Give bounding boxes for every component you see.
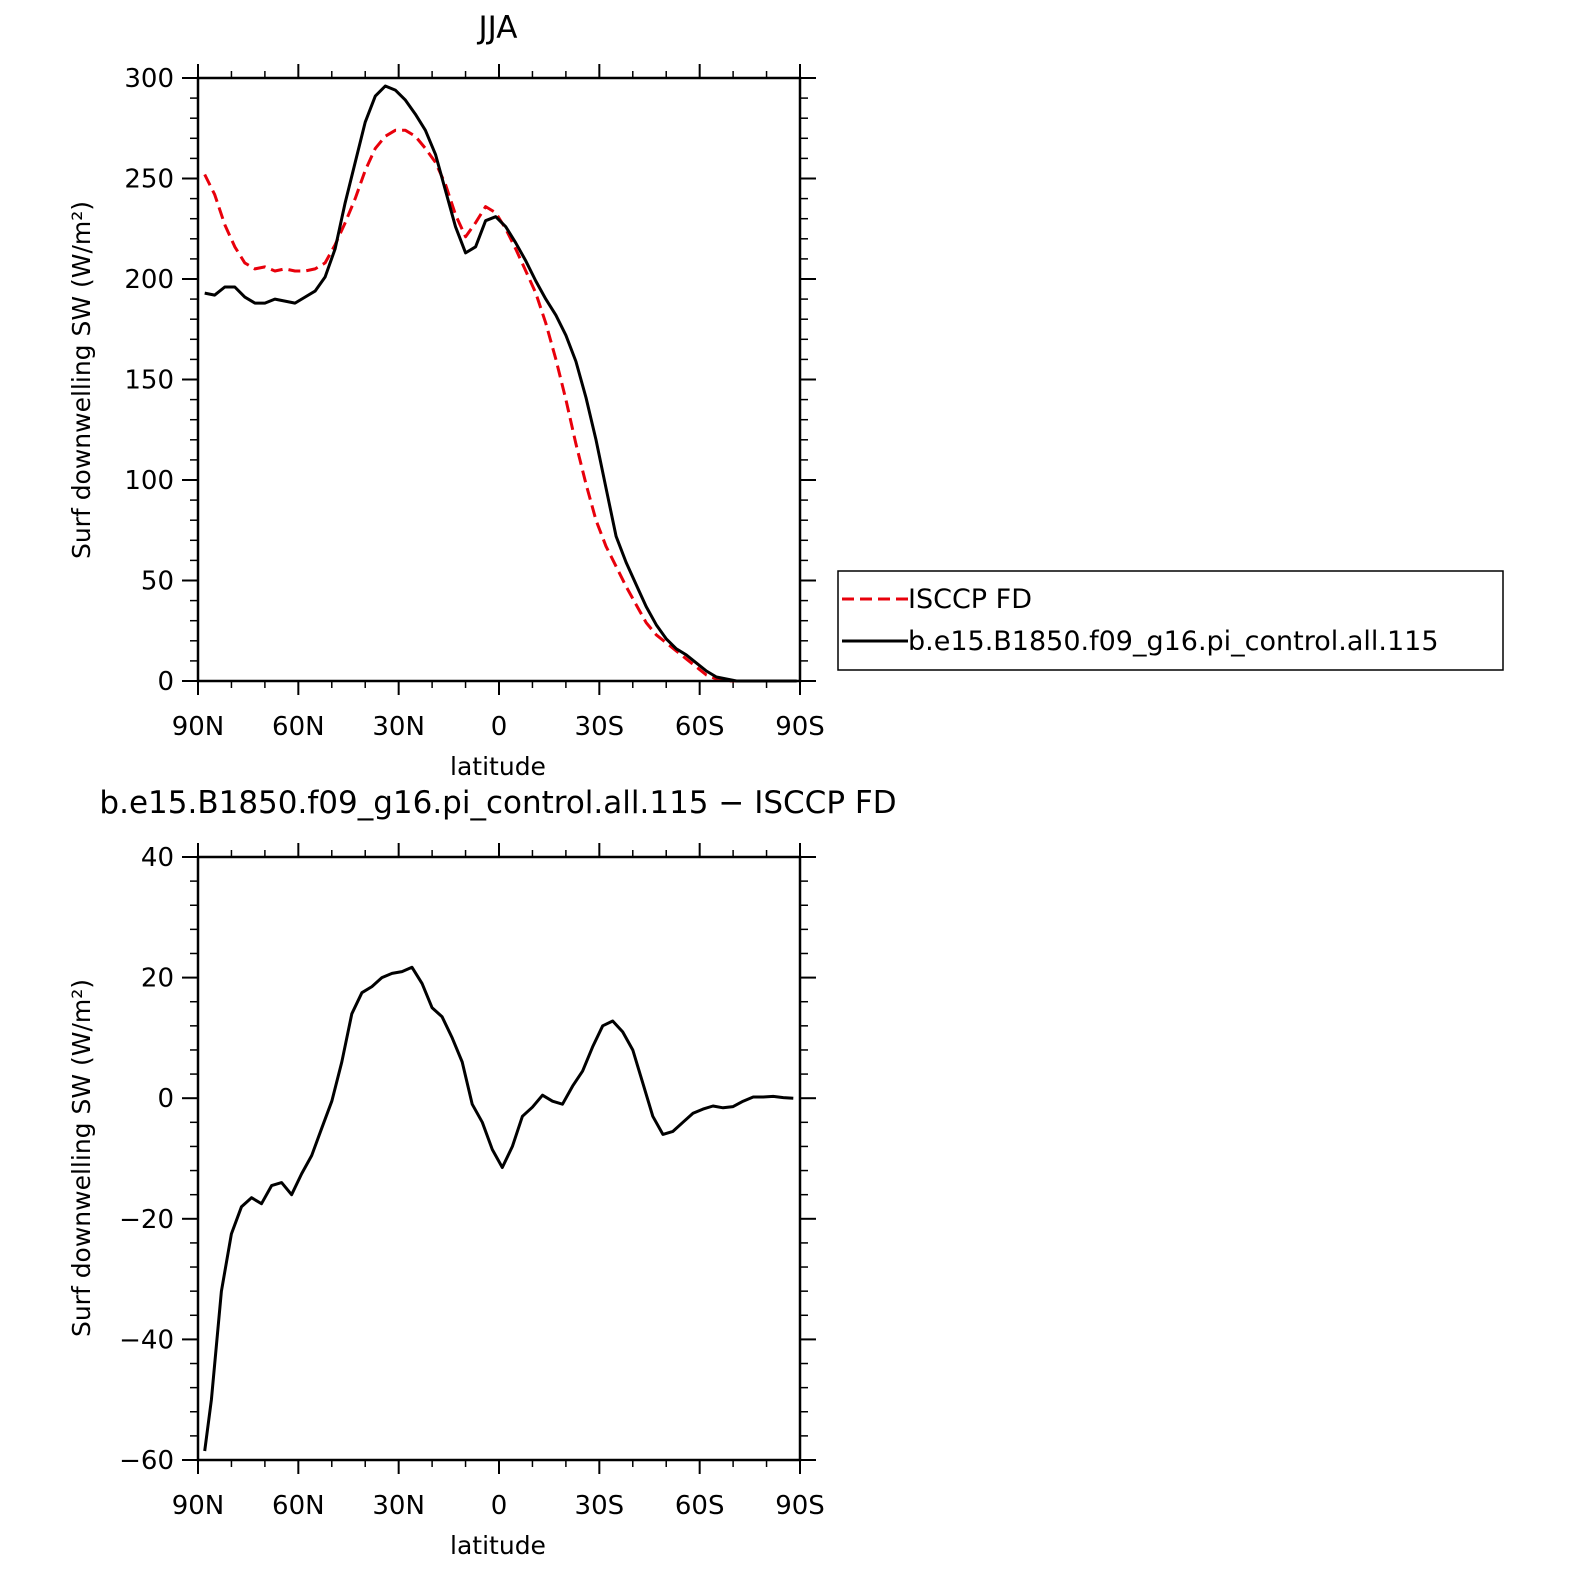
x-tick-label: 60S (675, 712, 725, 742)
bottom-y-axis-label: Surf downwelling SW (W/m²) (67, 979, 96, 1337)
x-tick-label: 60N (272, 1491, 325, 1521)
y-tick-label: −60 (119, 1446, 174, 1476)
bottom-x-axis-label: latitude (450, 1531, 546, 1560)
y-tick-label: 40 (141, 843, 174, 873)
y-tick-label: −20 (119, 1205, 174, 1235)
x-tick-label: 0 (491, 712, 508, 742)
legend: ISCCP FD b.e15.B1850.f09_g16.pi_control.… (837, 570, 1504, 671)
x-tick-label: 0 (491, 1491, 508, 1521)
top-ticks (182, 64, 816, 695)
bottom-chart: b.e15.B1850.f09_g16.pi_control.all.115 −… (67, 785, 897, 1560)
top-plot-frame (196, 76, 802, 683)
series-line-model (203, 965, 794, 1452)
y-tick-label: 20 (141, 964, 174, 994)
y-tick-label: 150 (124, 366, 174, 396)
legend-entry-model: b.e15.B1850.f09_g16.pi_control.all.115 (908, 626, 1439, 657)
x-tick-label: 30S (575, 1491, 625, 1521)
x-tick-label: 30N (372, 712, 425, 742)
bottom-plot-frame (196, 855, 802, 1462)
x-tick-label: 90N (172, 1491, 225, 1521)
y-tick-label: −40 (119, 1325, 174, 1355)
y-tick-label: 0 (157, 1084, 174, 1114)
bottom-x-tick-labels: 90N 60N 30N 0 30S 60S 90S (172, 1491, 825, 1521)
top-x-axis-label: latitude (450, 752, 546, 781)
legend-entry-isccp: ISCCP FD (908, 584, 1032, 615)
x-tick-label: 30N (372, 1491, 425, 1521)
y-tick-label: 100 (124, 466, 174, 496)
series-line-isccp (203, 128, 797, 683)
top-x-tick-labels: 90N 60N 30N 0 30S 60S 90S (172, 712, 825, 742)
series-line-model (204, 84, 797, 683)
x-tick-label: 90S (775, 712, 825, 742)
x-tick-label: 60S (675, 1491, 725, 1521)
x-tick-label: 30S (575, 712, 625, 742)
bottom-series (203, 965, 794, 1452)
top-series (203, 84, 797, 683)
bottom-y-tick-labels: −60 −40 −20 0 20 40 (119, 843, 174, 1476)
bottom-chart-title: b.e15.B1850.f09_g16.pi_control.all.115 −… (99, 785, 896, 821)
x-tick-label: 90S (775, 1491, 825, 1521)
top-y-axis-label: Surf downwelling SW (W/m²) (67, 201, 96, 559)
y-tick-label: 0 (157, 667, 174, 697)
x-tick-label: 60N (272, 712, 325, 742)
top-chart: JJA 90N 60N 30N 0 30S 60S 90S 0 50 100 150 200 250 3… (67, 10, 825, 781)
y-tick-label: 250 (124, 165, 174, 195)
y-tick-label: 300 (124, 64, 174, 94)
top-chart-title: JJA (477, 10, 518, 46)
top-y-tick-labels: 0 50 100 150 200 250 300 (124, 64, 174, 697)
y-tick-label: 200 (124, 265, 174, 295)
y-tick-label: 50 (141, 567, 174, 597)
x-tick-label: 90N (172, 712, 225, 742)
legend-frame (837, 570, 1504, 671)
